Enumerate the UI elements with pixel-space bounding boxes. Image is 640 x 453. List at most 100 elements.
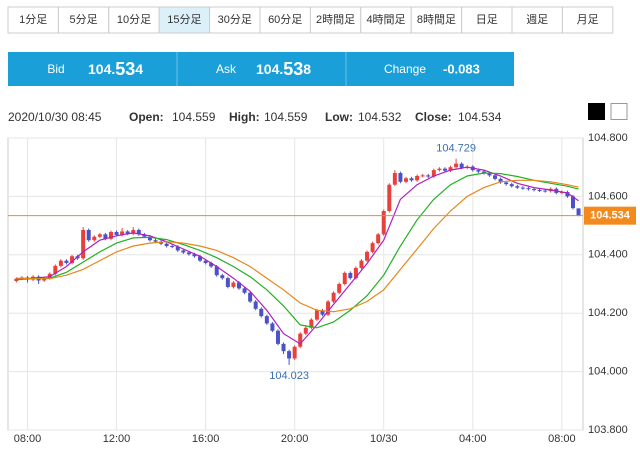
tab-label: 2時間足 <box>316 13 355 26</box>
candle-body <box>504 182 509 185</box>
theme-dark[interactable] <box>588 103 605 120</box>
candle-body <box>303 327 308 334</box>
y-tick-label: 104.000 <box>588 366 628 378</box>
candle-body <box>70 256 75 263</box>
candle-body <box>64 260 69 263</box>
candle-body <box>298 333 303 347</box>
candle-body <box>264 316 269 324</box>
candle-body <box>437 168 442 171</box>
candle-body <box>426 175 431 177</box>
candle-body <box>498 178 503 183</box>
candle-body <box>326 301 331 315</box>
candle-body <box>253 301 258 309</box>
x-tick-label: 16:00 <box>192 433 220 445</box>
plot-area <box>7 137 584 431</box>
candle-body <box>565 192 570 197</box>
candle-body <box>281 343 286 352</box>
candle-body <box>526 188 531 190</box>
x-tick-label: 20:00 <box>281 433 309 445</box>
candle-body <box>442 168 447 171</box>
candle-body <box>181 250 186 253</box>
info-time: 2020/10/30 08:45 <box>8 110 102 124</box>
tab[interactable] <box>108 6 160 34</box>
candle-body <box>125 231 130 234</box>
low-label: 104.023 <box>269 370 309 382</box>
candle-body <box>420 175 425 177</box>
candle-body <box>186 252 191 255</box>
moving-average <box>16 166 579 345</box>
moving-average <box>16 172 579 329</box>
candle-body <box>275 330 280 344</box>
price-tag <box>584 206 636 225</box>
candle-body <box>387 184 392 211</box>
candle-body <box>81 229 86 259</box>
bid-value: 104.534 <box>88 59 143 79</box>
candle-body <box>370 243 375 252</box>
bid-part: 4 <box>135 61 143 77</box>
candle-body <box>203 260 208 263</box>
info-label: Low: <box>325 110 353 124</box>
theme-light[interactable] <box>610 103 628 120</box>
candle-body <box>476 170 481 172</box>
candle-body <box>532 189 537 191</box>
moving-average <box>16 179 579 313</box>
x-tick-label: 08:00 <box>14 433 42 445</box>
candle-body <box>337 284 342 293</box>
x-tick-label: 10/30 <box>370 433 398 445</box>
candle-body <box>97 234 102 237</box>
ask-label: Ask <box>216 62 237 76</box>
candle-body <box>225 278 230 287</box>
y-tick-label: 104.800 <box>588 132 628 144</box>
candle-body <box>86 229 91 241</box>
x-tick-label: 04:00 <box>459 433 487 445</box>
info-row: 2020/10/30 08:45 Open: 104.559 High: 104… <box>8 110 502 124</box>
candle-body <box>403 178 408 182</box>
candle-body <box>431 170 436 177</box>
candle-body <box>392 173 397 185</box>
candle-body <box>481 171 486 174</box>
candle-body <box>237 282 242 289</box>
tab[interactable] <box>209 6 261 34</box>
candle-body <box>509 184 514 187</box>
candle-body <box>570 196 575 209</box>
y-tick-label: 103.800 <box>588 424 628 436</box>
info-value: 104.532 <box>358 110 402 124</box>
candle-body <box>448 167 453 171</box>
tab-label: 8時間足 <box>417 13 456 26</box>
candle-body <box>108 232 113 239</box>
tab-label: 週足 <box>526 13 548 26</box>
candle-body <box>409 178 414 181</box>
change-value: -0.083 <box>443 61 480 76</box>
tab-label: 30分足 <box>218 13 252 26</box>
ask-part: 8 <box>303 61 311 77</box>
candle-body <box>92 236 97 241</box>
bid-part: 104. <box>88 61 115 77</box>
x-tick-label: 08:00 <box>548 433 576 445</box>
info-label: Close: <box>415 110 452 124</box>
candle-body <box>287 351 292 359</box>
candle-body <box>353 267 358 279</box>
candle-body <box>153 240 158 242</box>
candle-body <box>515 186 520 188</box>
candle-body <box>114 232 119 235</box>
candle-body <box>231 282 236 287</box>
candle-body <box>42 278 47 281</box>
tab-label: 月足 <box>577 14 599 26</box>
candle-body <box>381 211 386 235</box>
high-label: 104.729 <box>436 143 476 155</box>
candle-body <box>543 190 548 192</box>
candle-body <box>348 272 353 279</box>
y-tick-label: 104.200 <box>588 307 628 319</box>
bid-part: 53 <box>115 59 135 79</box>
candle-body <box>365 251 370 261</box>
candle-body <box>147 236 152 241</box>
candle-body <box>53 265 58 274</box>
tab[interactable] <box>561 6 614 34</box>
candle-body <box>415 175 420 181</box>
info-label: High: <box>229 110 260 124</box>
tab[interactable] <box>309 6 362 34</box>
tab[interactable] <box>410 6 463 34</box>
info-value: 104.559 <box>172 110 216 124</box>
tab[interactable] <box>511 6 563 34</box>
